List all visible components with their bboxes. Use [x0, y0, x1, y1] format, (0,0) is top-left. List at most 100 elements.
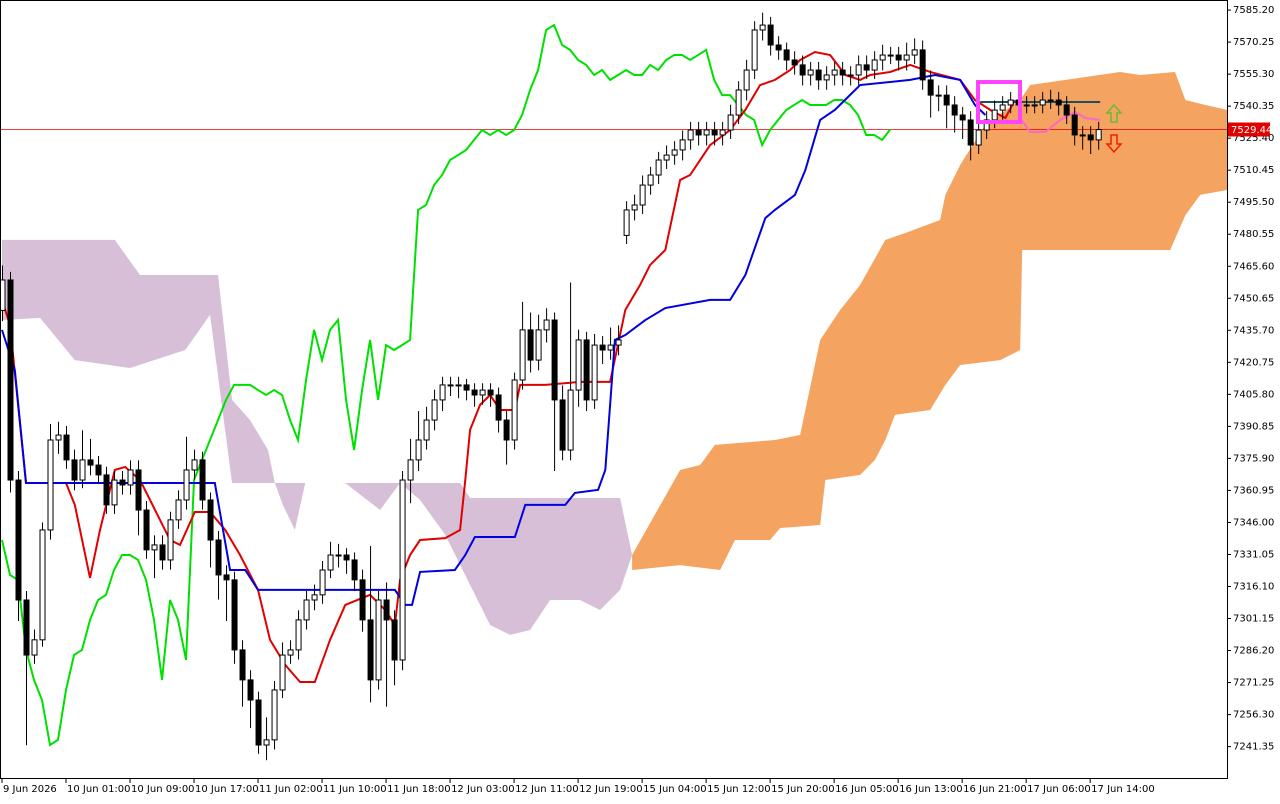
candle-body — [335, 554, 342, 557]
candle-body — [271, 689, 278, 741]
candle-body — [1079, 134, 1086, 137]
candle-body — [991, 109, 998, 121]
candle-body — [679, 139, 686, 151]
candle-body — [351, 559, 358, 581]
candle-body — [615, 339, 622, 346]
last-price-label: 7529.44 — [1231, 125, 1272, 136]
x-tick-label: 12 Jun 19:00 — [579, 784, 643, 795]
candle-body — [31, 639, 38, 656]
candle-body — [207, 499, 214, 541]
highlight-box — [976, 80, 1022, 124]
candle-body — [439, 384, 446, 401]
last-price-box — [1228, 122, 1270, 137]
y-tick-label: 7525.40 — [1233, 133, 1274, 144]
candle-body — [39, 529, 46, 641]
y-tick-label: 7360.95 — [1233, 485, 1274, 496]
candle-body — [343, 554, 350, 561]
candle-body — [407, 459, 414, 481]
candle-body — [911, 49, 918, 56]
candle-body — [855, 64, 862, 76]
candle-body — [735, 89, 742, 116]
candle-body — [255, 699, 262, 746]
x-tick-label: 9 Jun 2026 — [3, 784, 57, 795]
candle-body — [159, 544, 166, 561]
candle-body — [191, 459, 198, 471]
candle-body — [1087, 134, 1094, 141]
candle-body — [55, 434, 62, 441]
candle-body — [711, 129, 718, 136]
x-tick-label: 15 Jun 12:00 — [707, 784, 771, 795]
candle-body — [311, 594, 318, 601]
candle-body — [775, 44, 782, 51]
x-tick-label: 15 Jun 04:00 — [643, 784, 707, 795]
candle-body — [415, 439, 422, 461]
x-tick-label: 11 Jun 02:00 — [259, 784, 323, 795]
x-tick-label: 10 Jun 01:00 — [67, 784, 131, 795]
candle-body — [831, 69, 838, 76]
candle-body — [1063, 104, 1070, 116]
candle-body — [559, 399, 566, 451]
candle-body — [695, 129, 702, 136]
x-tick-label: 16 Jun 21:00 — [963, 784, 1027, 795]
candle-body — [1023, 104, 1030, 107]
candle-body — [903, 54, 910, 61]
y-tick-label: 7465.60 — [1233, 261, 1274, 272]
candle-body — [783, 49, 790, 61]
candle-body — [519, 329, 526, 381]
candle-body — [543, 319, 550, 331]
candle-body — [607, 344, 614, 351]
candle-body — [759, 24, 766, 31]
y-tick-label: 7256.30 — [1233, 710, 1274, 721]
candle-body — [1007, 99, 1014, 106]
candle-body — [175, 499, 182, 521]
candle-body — [383, 599, 390, 621]
y-tick-label: 7286.20 — [1233, 646, 1274, 657]
candle-body — [7, 279, 14, 481]
y-tick-label: 7480.55 — [1233, 229, 1274, 240]
x-tick-label: 16 Jun 05:00 — [835, 784, 899, 795]
candle-body — [295, 619, 302, 651]
y-tick-label: 7420.75 — [1233, 357, 1274, 368]
candle-body — [151, 544, 158, 551]
candle-body — [815, 69, 822, 81]
indicator-line — [1, 73, 987, 606]
candle-body — [967, 119, 974, 146]
candle-body — [367, 619, 374, 681]
candle-body — [927, 79, 934, 96]
candle-body — [1095, 129, 1102, 141]
candle-body — [591, 344, 598, 401]
y-tick-label: 7271.25 — [1233, 678, 1274, 689]
candle-body — [479, 389, 486, 396]
candle-body — [471, 389, 478, 396]
candle-body — [943, 94, 950, 106]
candle-body — [791, 59, 798, 66]
candle-body — [935, 94, 942, 97]
candle-body — [223, 574, 230, 581]
x-tick-label: 17 Jun 14:00 — [1091, 784, 1155, 795]
candle-body — [263, 739, 270, 746]
candle-body — [807, 69, 814, 76]
up-arrow — [1105, 103, 1123, 123]
candle-body — [239, 649, 246, 681]
y-tick-label: 7405.80 — [1233, 389, 1274, 400]
y-tick-label: 7331.05 — [1233, 549, 1274, 560]
candle-body — [95, 464, 102, 476]
y-tick-label: 7375.90 — [1233, 453, 1274, 464]
candle-body — [999, 104, 1006, 111]
candle-body — [871, 59, 878, 71]
down-arrow — [1105, 134, 1123, 154]
candle-body — [799, 64, 806, 76]
y-tick-label: 7555.30 — [1233, 69, 1274, 80]
x-tick-label: 15 Jun 20:00 — [771, 784, 835, 795]
candle-body — [639, 184, 646, 206]
y-tick-label: 7316.10 — [1233, 581, 1274, 592]
candle-body — [215, 539, 222, 576]
candle-body — [847, 74, 854, 77]
y-tick-label: 7241.35 — [1233, 742, 1274, 753]
candle-body — [959, 114, 966, 121]
candle-body — [87, 459, 94, 466]
candle-body — [879, 54, 886, 61]
candle-body — [1039, 99, 1046, 106]
candle-body — [183, 469, 190, 501]
candle-body — [983, 119, 990, 131]
